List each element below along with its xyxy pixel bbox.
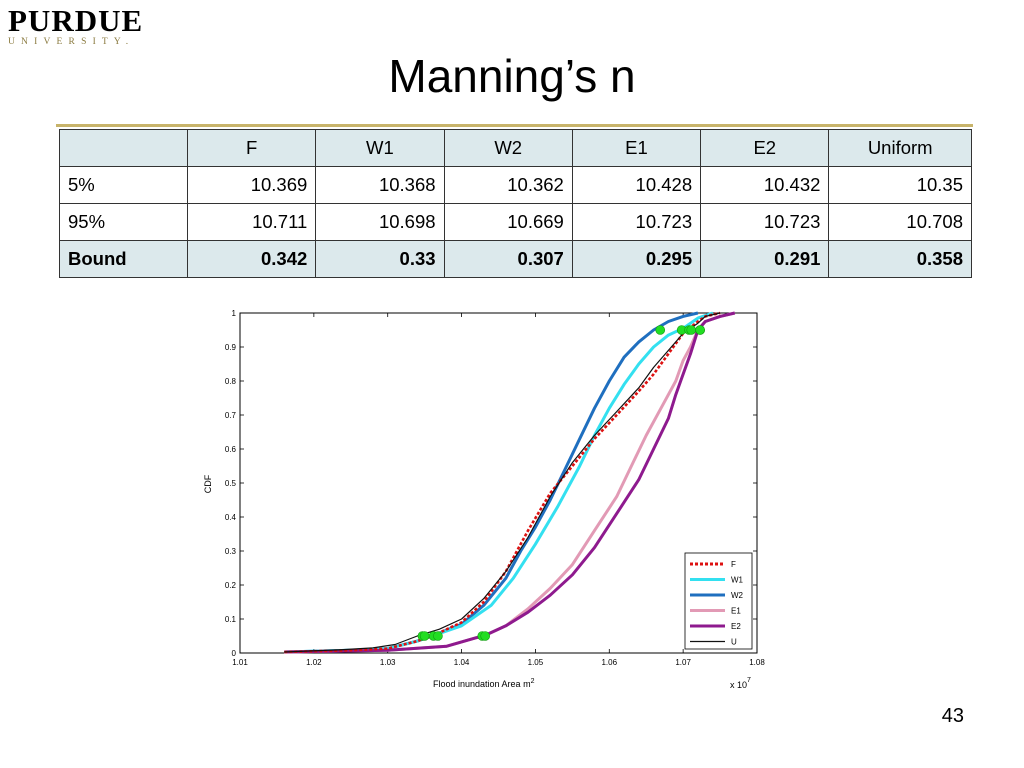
percentile-marker: [686, 325, 697, 335]
series-line-w1: [284, 311, 714, 654]
y-tick-label: 0.3: [225, 547, 237, 556]
table-cell: 0.291: [700, 240, 830, 278]
table-cell: 10.723: [571, 203, 702, 241]
y-tick-label: 0.9: [225, 343, 237, 352]
table-cell: 0.358: [828, 240, 972, 278]
y-tick-label: 0.5: [225, 479, 237, 488]
x-tick-label: 1.01: [232, 658, 248, 667]
percentile-marker: [480, 631, 491, 641]
series-line-f: [284, 311, 721, 654]
x-tick-label: 1.02: [306, 658, 322, 667]
legend-box: [684, 552, 753, 650]
slide-title: Manning’s n: [388, 50, 636, 102]
table-cell: 0.33: [315, 240, 445, 278]
table-cell: 10.368: [315, 166, 445, 204]
y-tick-label: 0: [232, 649, 237, 658]
x-axis-label: Flood inundation Area m2: [433, 678, 535, 689]
y-tick-label: 0.2: [225, 581, 237, 590]
table-row: Bound 0.342 0.33 0.307 0.295 0.291 0.358: [59, 240, 972, 278]
header-cell: W1: [315, 129, 445, 167]
table-cell: 0.307: [443, 240, 573, 278]
plot-frame: [239, 312, 758, 654]
table-cell: 10.708: [828, 203, 972, 241]
y-tick-label: 1: [232, 309, 237, 318]
x-tick-label: 1.06: [601, 658, 617, 667]
table-row: 95% 10.711 10.698 10.669 10.723 10.723 1…: [59, 203, 972, 241]
logo-wordmark: PURDUE: [8, 3, 144, 38]
page-number: 43: [941, 705, 964, 727]
x-tick-label: 1.07: [675, 658, 691, 667]
series-lines: [284, 311, 736, 654]
y-tick-label: 0.1: [225, 615, 237, 624]
y-tick-label: 0.6: [225, 445, 237, 454]
legend-label: W1: [731, 576, 744, 585]
header-cell: [59, 129, 188, 167]
series-line-e2: [284, 311, 736, 654]
legend-label: U: [731, 638, 737, 647]
legend-label: W2: [731, 591, 744, 600]
table-cell: 10.428: [571, 166, 702, 204]
x-multiplier-label: x 107: [730, 677, 751, 690]
table-row: 5% 10.369 10.368 10.362 10.428 10.432 10…: [59, 166, 972, 204]
legend-label: E2: [731, 622, 741, 631]
chart-legend: F W1 W2 E1 E2 U: [684, 552, 753, 650]
y-tick-label: 0.8: [225, 377, 237, 386]
table-cell: 0.342: [186, 240, 317, 278]
legend-label: F: [731, 560, 736, 569]
table-cell: 10.723: [700, 203, 830, 241]
percentile-markers: [417, 325, 705, 641]
x-tick-label: 1.05: [528, 658, 544, 667]
percentile-marker: [419, 631, 430, 641]
series-line-u: [284, 312, 721, 653]
header-cell: W2: [443, 129, 573, 167]
x-axis: 1.01 1.02 1.03 1.04 1.05 1.06 1.07 1.08: [232, 313, 765, 667]
x-tick-label: 1.03: [380, 658, 396, 667]
logo-subtitle: UNIVERSITY.: [8, 37, 135, 47]
table-cell: 10.35: [828, 166, 972, 204]
table-cell: 10.362: [443, 166, 573, 204]
header-cell: E2: [700, 129, 830, 167]
table-cell: 10.711: [186, 203, 317, 241]
header-cell: E1: [571, 129, 702, 167]
y-axis: 0 0.1 0.2 0.3 0.4 0.5 0.6 0.7 0.8 0.9 1: [225, 309, 757, 658]
x-tick-label: 1.04: [454, 658, 470, 667]
table-header-row: F W1 W2 E1 E2 Uniform: [59, 129, 972, 167]
purdue-logo: PURDUE UNIVERSITY.: [8, 3, 158, 48]
row-label: 5%: [59, 166, 188, 204]
title-divider: [56, 124, 973, 127]
y-tick-label: 0.7: [225, 411, 237, 420]
percentile-marker: [433, 631, 443, 641]
header-cell: Uniform: [828, 129, 972, 167]
table-cell: 10.669: [443, 203, 573, 241]
y-tick-label: 0.4: [225, 513, 237, 522]
mannings-table: F W1 W2 E1 E2 Uniform 5% 10.369 10.368 1…: [59, 129, 972, 278]
x-tick-label: 1.08: [749, 658, 765, 667]
series-line-e1: [284, 311, 736, 654]
table-cell: 10.369: [186, 166, 317, 204]
row-label: Bound: [59, 240, 188, 278]
percentile-marker: [655, 325, 666, 335]
legend-label: E1: [731, 607, 741, 616]
percentile-marker: [695, 325, 705, 335]
table-cell: 0.295: [571, 240, 702, 278]
y-axis-label: CDF: [203, 474, 213, 493]
table-cell: 10.698: [315, 203, 445, 241]
